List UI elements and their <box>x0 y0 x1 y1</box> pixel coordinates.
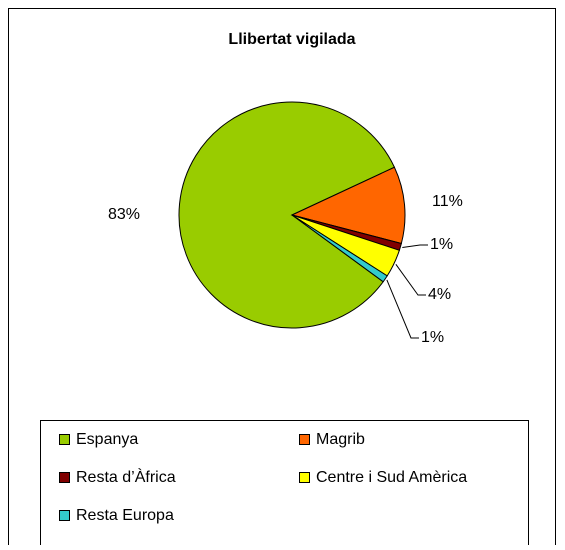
legend-label: Espanya <box>76 431 138 448</box>
leader-line <box>386 279 419 339</box>
chart-title: Llibertat vigilada <box>228 31 355 48</box>
pie-slice <box>178 101 396 329</box>
pie-slice <box>291 214 388 283</box>
legend-swatch <box>59 510 70 521</box>
data-label: 83% <box>108 206 140 223</box>
legend-swatch <box>59 472 70 483</box>
leader-line <box>402 244 428 248</box>
legend-label: Centre i Sud Amèrica <box>316 469 467 486</box>
data-label: 4% <box>428 286 451 303</box>
legend-swatch <box>299 434 310 445</box>
legend-swatch <box>59 434 70 445</box>
data-label: 11% <box>432 193 463 210</box>
pie-slice <box>290 166 406 245</box>
legend-label: Magrib <box>316 431 365 448</box>
data-label: 1% <box>421 329 444 346</box>
leader-line <box>395 264 426 296</box>
legend-label: Resta Europa <box>76 507 174 524</box>
data-label: 1% <box>430 236 453 253</box>
legend-label: Resta d’Àfrica <box>76 467 176 486</box>
legend-swatch <box>299 472 310 483</box>
legend-frame <box>40 420 529 550</box>
